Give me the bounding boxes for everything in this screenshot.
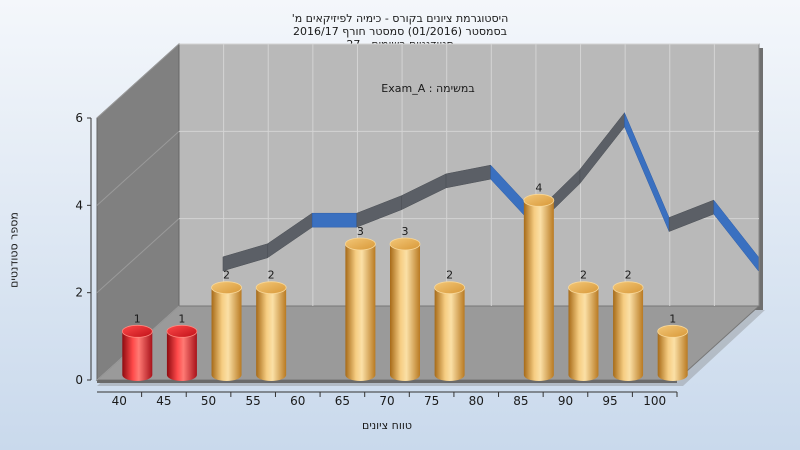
bar-top: [523, 193, 555, 207]
bar-top: [255, 281, 287, 295]
bar: 3: [344, 225, 376, 381]
bar-body: [613, 287, 644, 381]
bar: 2: [568, 269, 599, 381]
bar-top: [121, 324, 153, 338]
y-gridline-side: [96, 130, 180, 206]
y-tick-label: 6: [75, 111, 83, 125]
x-tick-label: 70: [379, 394, 394, 408]
bar-top: [657, 324, 689, 338]
bar: 1: [121, 312, 153, 381]
axes: 0 2 4 6 40 45 50 55 60 65 70 75 80 85 90 95 100: [75, 111, 678, 408]
x-tick-label: 50: [201, 394, 216, 408]
x-axis-label: טווח ציונים: [362, 419, 412, 432]
x-tick-label: 90: [558, 394, 573, 408]
bar: 2: [255, 269, 287, 381]
bar-body: [568, 287, 599, 381]
bar-top: [612, 281, 644, 295]
bar: 2: [612, 269, 644, 381]
chart-title-line-2: בסמסטר (01/2016) סמסטר חורף 2016/17: [293, 25, 507, 38]
x-tick-label: 45: [156, 394, 171, 408]
bar-body: [390, 244, 420, 381]
bar: 2: [211, 269, 242, 381]
bar-body: [523, 200, 554, 381]
bar-body: [211, 287, 242, 381]
bar-top: [344, 237, 376, 251]
bar-top: [434, 281, 466, 295]
bar-value-label: 4: [535, 181, 542, 194]
bar-value-label: 1: [178, 312, 185, 325]
bar-value-label: 2: [625, 269, 632, 282]
x-tick-label: 60: [290, 394, 305, 408]
task-annotation: במשימה : Exam_A: [381, 82, 475, 95]
x-tick-label: 40: [112, 394, 127, 408]
bar-value-label: 2: [446, 269, 453, 282]
trend-ribbon-segment: [713, 199, 759, 272]
bar: 1: [166, 312, 198, 381]
bar: 3: [389, 225, 421, 381]
x-tick-label: 80: [469, 394, 484, 408]
floor-edge: [97, 380, 677, 383]
bar-body: [256, 287, 287, 381]
y-tick-label: 2: [75, 286, 83, 300]
bar-value-label: 2: [268, 269, 275, 282]
y-axis-label: מספר סטודנטים: [7, 212, 21, 288]
chart-title-line-1: היסטוגרמת ציונים בקורס - כימיה לפיזיקאים…: [291, 12, 509, 25]
y-gridline-side: [96, 43, 180, 119]
x-tick-label: 75: [424, 394, 439, 408]
bar: 4: [523, 181, 555, 381]
bar: 2: [434, 269, 466, 381]
bar-value-label: 2: [580, 269, 587, 282]
bar-body: [122, 331, 153, 381]
x-tick-label: 100: [643, 394, 666, 408]
x-tick-label: 65: [335, 394, 350, 408]
y-tick-label: 0: [75, 373, 83, 387]
y-gridline-side: [96, 218, 180, 294]
trend-ribbon-segment: [311, 212, 358, 228]
bar-body: [434, 287, 465, 381]
bar-value-label: 3: [357, 225, 364, 238]
x-tick-label: 55: [246, 394, 261, 408]
bar-value-label: 3: [402, 225, 409, 238]
bar: 1: [657, 312, 689, 381]
bar-value-label: 1: [669, 312, 676, 325]
bar-top: [211, 281, 242, 295]
bar-top: [389, 237, 421, 251]
bar-body: [657, 331, 688, 381]
bar-top: [166, 324, 198, 338]
x-tick-label: 95: [602, 394, 617, 408]
bar-body: [345, 244, 376, 381]
bar-value-label: 1: [134, 312, 141, 325]
x-tick-label: 85: [513, 394, 528, 408]
y-tick-label: 4: [75, 198, 83, 212]
bar-body: [166, 331, 197, 381]
bar-value-label: 2: [223, 269, 230, 282]
bar-top: [568, 281, 599, 295]
